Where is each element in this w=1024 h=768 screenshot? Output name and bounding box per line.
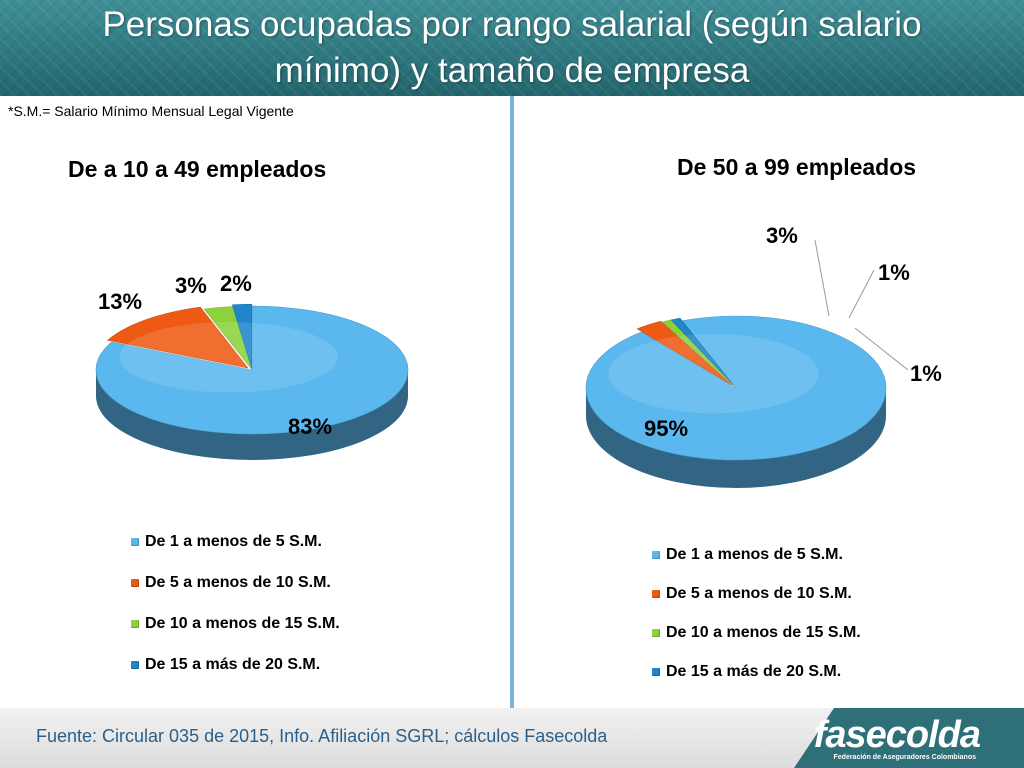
pie-slice-2	[106, 306, 249, 369]
legend-item: De 1 a menos de 5 S.M.	[131, 532, 340, 552]
legend-swatch-3	[131, 620, 139, 628]
legend-swatch-3	[652, 629, 660, 637]
legend-item: De 15 a más de 20 S.M.	[652, 662, 861, 682]
pie-slice-3	[661, 319, 734, 386]
chart-title-right: De 50 a 99 empleados	[677, 154, 917, 180]
pie-slice-4	[670, 317, 734, 386]
legend-label: De 15 a más de 20 S.M.	[145, 656, 321, 673]
pie-highlight	[119, 322, 338, 393]
data-label: 1%	[910, 361, 942, 386]
footer: Fuente: Circular 035 de 2015, Info. Afil…	[0, 708, 1024, 768]
source-note: Fuente: Circular 035 de 2015, Info. Afil…	[36, 726, 608, 746]
legend-swatch-1	[131, 538, 139, 546]
legend-label: De 5 a menos de 10 S.M.	[145, 574, 331, 591]
page-title: Personas ocupadas por rango salarial (se…	[20, 2, 1004, 94]
pie-slice-2	[636, 321, 732, 386]
logo-wordmark: fasecolda	[813, 714, 981, 756]
legend-swatch-1	[652, 551, 660, 559]
pie-slice-4	[231, 304, 253, 369]
pie-slice-side	[586, 388, 886, 488]
page-title-line-2: mínimo) y tamaño de empresa	[274, 51, 750, 90]
pie-chart-left: 83% 13% 3% 2%	[95, 271, 409, 460]
legend-swatch-4	[652, 668, 660, 676]
data-label: 95%	[644, 416, 688, 441]
logo-subtitle: Federación de Aseguradores Colombianos	[833, 754, 977, 761]
data-label: 13%	[98, 289, 142, 314]
leader-line	[848, 269, 875, 319]
legend-label: De 5 a menos de 10 S.M.	[666, 585, 852, 602]
vertical-divider	[510, 96, 514, 708]
pie-highlight	[608, 334, 819, 414]
legend-item: De 10 a menos de 15 S.M.	[652, 623, 861, 643]
legend-right: De 1 a menos de 5 S.M. De 5 a menos de 1…	[652, 545, 861, 701]
pie-slice-side	[96, 370, 408, 460]
data-label: 3%	[766, 223, 798, 248]
pie-slice-1	[95, 305, 409, 435]
data-label: 83%	[288, 414, 332, 439]
legend-left: De 1 a menos de 5 S.M. De 5 a menos de 1…	[131, 532, 340, 696]
legend-label: De 1 a menos de 5 S.M.	[666, 546, 843, 563]
page-title-line-1: Personas ocupadas por rango salarial (se…	[102, 5, 922, 44]
leader-line	[814, 239, 830, 317]
pie-slice-1	[585, 315, 887, 461]
legend-item: De 15 a más de 20 S.M.	[131, 655, 340, 675]
legend-swatch-4	[131, 661, 139, 669]
fasecolda-logo	[794, 708, 1024, 768]
chart-title-left: De a 10 a 49 empleados	[68, 156, 327, 182]
data-label: 2%	[220, 271, 252, 296]
pie-chart-right: 95% 3% 1% 1%	[585, 223, 942, 488]
legend-label: De 15 a más de 20 S.M.	[666, 663, 842, 680]
legend-label: De 1 a menos de 5 S.M.	[145, 533, 322, 550]
legend-item: De 5 a menos de 10 S.M.	[131, 573, 340, 593]
legend-label: De 10 a menos de 15 S.M.	[666, 624, 861, 641]
header-banner: Personas ocupadas por rango salarial (se…	[0, 0, 1024, 96]
legend-item: De 5 a menos de 10 S.M.	[652, 584, 861, 604]
legend-item: De 1 a menos de 5 S.M.	[652, 545, 861, 565]
legend-swatch-2	[652, 590, 660, 598]
data-label: 3%	[175, 273, 207, 298]
data-label: 1%	[878, 260, 910, 285]
leader-line	[854, 327, 909, 371]
header-pattern	[0, 0, 1024, 96]
sm-footnote: *S.M.= Salario Mínimo Mensual Legal Vige…	[8, 103, 294, 119]
legend-item: De 10 a menos de 15 S.M.	[131, 614, 340, 634]
legend-swatch-2	[131, 579, 139, 587]
legend-label: De 10 a menos de 15 S.M.	[145, 615, 340, 632]
